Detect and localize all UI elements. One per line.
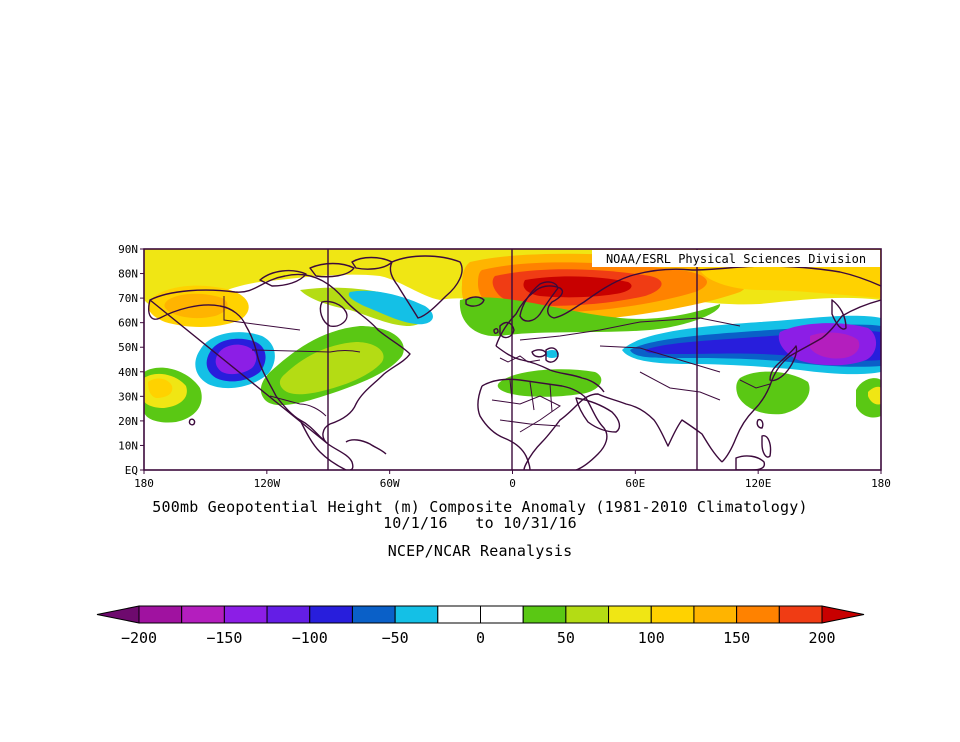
lat-tick-label: 10N [118,439,138,452]
credit-text: NOAA/ESRL Physical Sciences Division [606,252,866,266]
colorbar-tick-label: −150 [206,629,242,647]
title-line-2: 10/1/16 to 10/31/16 [383,514,577,532]
border-china-india [639,371,721,401]
lat-tick-label: 80N [118,268,138,281]
credit-box [592,250,880,267]
colorbar-swatch [736,605,780,624]
coast-eurasia [495,265,881,470]
lat-tick-label: 70N [118,292,138,305]
coast-iceland [465,296,485,307]
anomaly-subtropical-pacific-core [148,378,173,398]
lon-tick-label: 60W [380,477,400,490]
coast-philippines [756,418,772,458]
colorbar-swatch [437,605,481,624]
lon-tick-label: 0 [509,477,516,490]
colorbar-swatch [138,605,183,624]
border-north-africa [491,395,561,433]
colorbar-swatch [693,605,738,624]
longitude-axis: 180 120W 60W 0 60E 120E 180 [134,470,891,490]
coast-mediterranean-north [495,345,605,393]
colorbar-tick-label: 150 [723,629,750,647]
coast-black-sea [531,349,547,358]
map-panel: NOAA/ESRL Physical Sciences Division 90N… [118,243,891,490]
anomaly-eastern-na-core [279,342,384,395]
colorbar-swatch [480,605,524,624]
coast-japan [769,345,798,382]
coast-hudson-bay [319,300,348,327]
coast-arabia [575,397,621,433]
coast-kamchatka [831,299,847,330]
colorbar-tick-label: −50 [382,629,409,647]
border-korea [739,379,771,389]
lat-tick-label: 30N [118,390,138,403]
lat-tick-label: 90N [118,243,138,256]
coast-caspian [545,347,559,363]
colorbar-swatch [309,605,353,624]
anomaly-caspian-spot [545,350,559,358]
colorbar-arrow-high [821,605,865,624]
colorbar-tick-label: 100 [638,629,665,647]
colorbar-swatch [351,605,396,624]
colorbar: −200 −150 −100 −50 0 50 100 150 200 [96,605,865,647]
colorbar-swatch [650,605,695,624]
lon-tick-label: 60E [625,477,645,490]
latitude-axis: 90N 80N 70N 60N 50N 40N 30N 20N 10N EQ [118,243,144,477]
title-line-1: 500mb Geopotential Height (m) Composite … [152,498,808,516]
border-europe [499,355,541,363]
border-africa-inner [499,379,561,427]
colorbar-swatch [181,605,225,624]
coast-british-isles [493,321,515,339]
coast-greenland [389,255,463,319]
colorbar-tick-label: 50 [557,629,575,647]
lat-tick-label: 50N [118,341,138,354]
coast-africa [477,378,608,470]
border-alaska-canada [223,296,301,331]
colorbar-swatch [565,605,610,624]
colorbar-swatch [778,605,823,624]
lat-tick-label: 40N [118,366,138,379]
colorbar-swatch [266,605,311,624]
border-us-canada [251,349,361,353]
anomaly-nepacific-core [215,344,257,375]
title-line-3: NCEP/NCAR Reanalysis [387,542,573,560]
political-borders [223,296,771,433]
colorbar-swatch [522,605,567,624]
coast-central-america [299,419,347,470]
coast-hawaii [188,418,196,426]
lon-tick-label: 180 [871,477,891,490]
lon-tick-label: 120W [254,477,281,490]
colorbar-tick-label: 200 [808,629,835,647]
lat-tick-label: 20N [118,415,138,428]
colorbar-arrow-low [96,605,140,624]
lon-tick-label: 180 [134,477,154,490]
coast-scandinavia [519,281,559,322]
colorbar-tick-label: −200 [121,629,157,647]
colorbar-swatch [608,605,652,624]
lat-tick-label: EQ [125,464,138,477]
border-us-mexico [269,395,327,417]
anomaly-east-china [736,371,810,415]
lon-tick-label: 120E [745,477,772,490]
border-central-asia [599,345,721,373]
grid-lines [327,249,698,470]
colorbar-tick-label: −100 [292,629,328,647]
colorbar-swatch [394,605,439,624]
anomaly-labrador [348,290,433,325]
lat-tick-label: 60N [118,317,138,330]
border-russia-south [519,317,741,341]
colorbar-tick-label: 0 [476,629,485,647]
anomaly-kuril-peak [810,332,860,359]
coast-caribbean [345,439,387,455]
anomaly-west-pacific-core [868,386,881,405]
anomaly-ridge-fringe [459,297,721,337]
colorbar-swatch [223,605,268,624]
